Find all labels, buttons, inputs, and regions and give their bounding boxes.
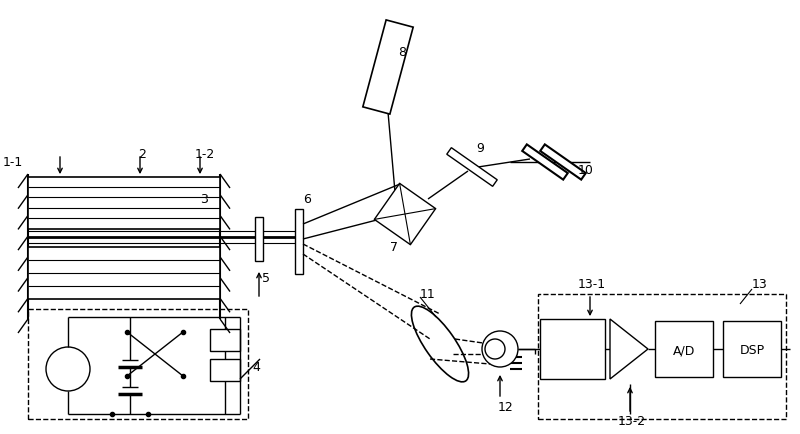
- Bar: [723, 321, 781, 377]
- Polygon shape: [540, 145, 586, 180]
- Text: 8: 8: [398, 46, 406, 58]
- Bar: [540, 319, 605, 379]
- Text: A/D: A/D: [673, 344, 695, 357]
- Text: 12: 12: [498, 401, 514, 414]
- Bar: [28, 178, 220, 230]
- Text: 4: 4: [252, 361, 260, 374]
- Text: 1-1: 1-1: [3, 155, 23, 168]
- Text: 7: 7: [390, 241, 398, 254]
- Bar: [655, 321, 713, 377]
- Text: 13: 13: [752, 278, 768, 291]
- Text: 11: 11: [420, 288, 436, 301]
- Text: DSP: DSP: [739, 344, 765, 357]
- Polygon shape: [363, 21, 413, 115]
- Polygon shape: [522, 145, 568, 180]
- Polygon shape: [610, 319, 648, 379]
- Bar: [210, 359, 240, 381]
- Text: 3: 3: [200, 193, 208, 206]
- Text: 2: 2: [138, 148, 146, 161]
- Bar: [538, 294, 786, 419]
- Polygon shape: [446, 148, 498, 187]
- Bar: [255, 217, 263, 261]
- Text: 6: 6: [303, 193, 311, 206]
- Bar: [28, 309, 248, 419]
- Text: 13-2: 13-2: [618, 414, 646, 427]
- Bar: [28, 247, 220, 299]
- Bar: [210, 329, 240, 351]
- Text: 5: 5: [262, 271, 270, 284]
- Polygon shape: [374, 184, 436, 245]
- Text: 9: 9: [476, 141, 484, 154]
- Text: 13-1: 13-1: [578, 278, 606, 291]
- Text: 1-2: 1-2: [195, 148, 215, 161]
- Circle shape: [485, 339, 505, 359]
- Bar: [295, 210, 303, 274]
- Circle shape: [482, 331, 518, 367]
- Text: 10: 10: [578, 163, 594, 176]
